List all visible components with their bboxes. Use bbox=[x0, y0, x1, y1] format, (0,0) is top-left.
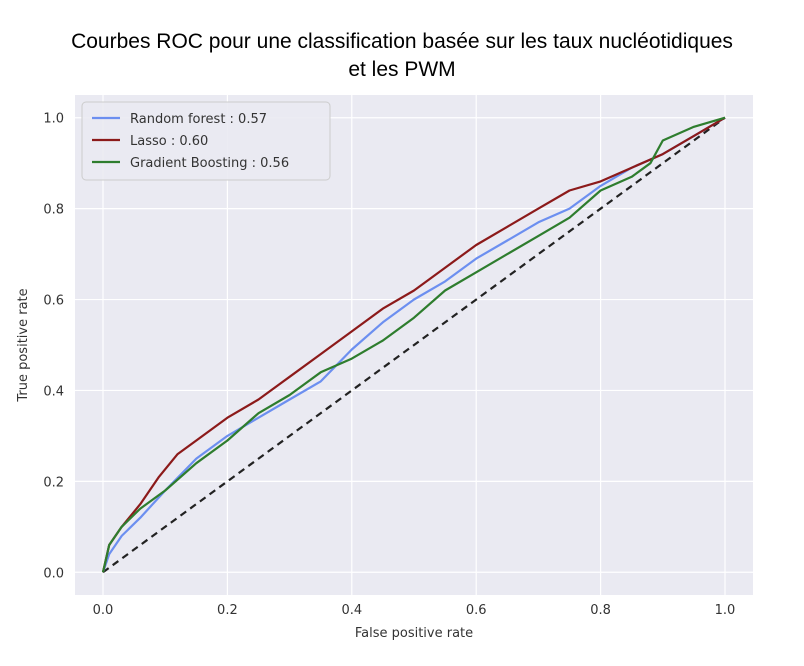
y-tick-label: 0.0 bbox=[43, 566, 64, 581]
y-axis-label: True positive rate bbox=[16, 288, 31, 402]
chance-diagonal-line bbox=[102, 116, 726, 574]
y-tick-label: 0.2 bbox=[43, 475, 64, 490]
x-tick-label: 0.0 bbox=[93, 603, 114, 618]
x-axis-label: False positive rate bbox=[355, 626, 473, 641]
x-tick-label: 1.0 bbox=[715, 603, 736, 618]
legend-box bbox=[81, 101, 331, 181]
series-line-1 bbox=[101, 116, 726, 573]
x-tick-label: 0.8 bbox=[590, 603, 611, 618]
y-tick-label: 1.0 bbox=[43, 112, 64, 127]
legend-label-3: Gradient Boosting : 0.56 bbox=[130, 156, 289, 171]
chart-title-line-1: Courbes ROC pour une classification basé… bbox=[71, 30, 733, 53]
y-tick-label: 0.4 bbox=[43, 384, 64, 399]
series-line-3 bbox=[101, 116, 726, 573]
legend-label-2: Lasso : 0.60 bbox=[130, 134, 208, 149]
legend-label-1: Random forest : 0.57 bbox=[130, 112, 267, 127]
series-line-2 bbox=[101, 116, 726, 573]
x-tick-label: 0.2 bbox=[217, 603, 238, 618]
chart-title-line-2: et les PWM bbox=[348, 58, 456, 81]
x-tick-label: 0.4 bbox=[341, 603, 362, 618]
y-tick-label: 0.6 bbox=[43, 294, 64, 309]
x-tick-label: 0.6 bbox=[466, 603, 487, 618]
y-tick-label: 0.8 bbox=[43, 203, 64, 218]
